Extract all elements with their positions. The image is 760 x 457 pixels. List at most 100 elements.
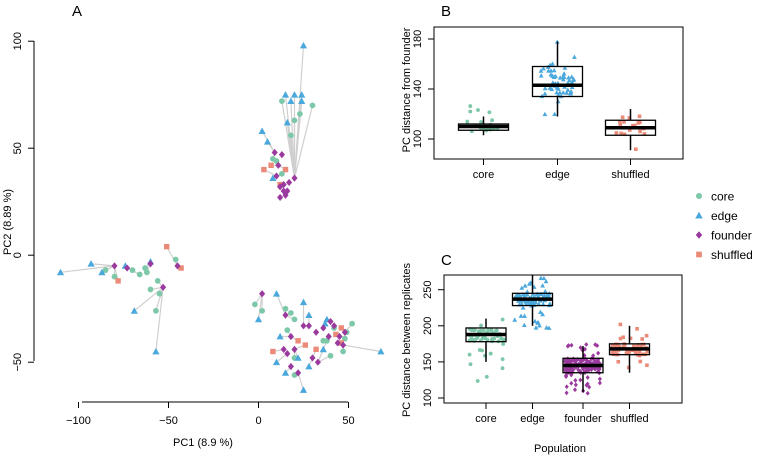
edge-replicate-point [522,313,527,318]
panel-b-y-tick-label: 100 [412,130,424,148]
founder-replicate-point [596,366,601,371]
shuffled-replicate-point [618,119,622,124]
shuffled-point [333,331,339,338]
core-replicate-point [468,109,473,114]
edge-point [299,41,308,49]
edge-replicate-point [524,292,530,297]
edge-replicate-point [571,76,577,81]
core-replicate-point [488,351,493,356]
edge-replicate-point [541,66,546,71]
core-point [136,271,143,278]
shuffled-replicate-point [618,322,623,327]
edge-replicate-point [557,75,563,80]
panel-c-x-tick-label: core [475,413,496,425]
panel-b-boxplot: 100 140 180 core edge shuffled PC distance fr… [401,26,684,181]
founder-replicate-point [569,342,574,348]
panel-b-x-tick-label: core [473,169,494,181]
founder-point [111,262,118,270]
edge-replicate-point [538,68,544,73]
legend-founder-icon [695,231,703,239]
panel-c-boxes [465,275,651,393]
edge-point [287,97,295,104]
founder-replicate-point [563,359,568,365]
edge-replicate-point [540,283,546,288]
shuffled-replicate-point [627,128,632,132]
core-point [309,102,316,109]
founder-link [91,263,115,267]
shuffled-replicate-point [638,120,642,125]
edge-replicate-point [551,67,557,73]
panel-c-ylabel: PC distance between replicates [401,262,413,417]
panel-a-x-tick-label: −100 [66,415,91,427]
core-replicate-point [484,374,489,379]
edge-replicate-point [533,325,539,330]
edge-replicate-point [537,323,542,328]
shuffled-replicate-point [638,129,642,134]
edge-replicate-point [572,54,577,59]
edge-replicate-point [564,90,570,95]
core-replicate-point [499,336,504,341]
founder-point [287,332,294,341]
shuffled-point [268,162,274,169]
core-replicate-point [500,317,505,322]
shuffled-point [338,340,344,346]
core-replicate-point [475,379,480,383]
founder-point [277,193,284,202]
core-point [147,286,154,293]
shuffled-replicate-point [618,122,623,127]
founder-point [280,345,287,353]
founder-replicate-point [573,378,578,383]
core-point [259,307,265,314]
edge-replicate-point [519,285,525,290]
edge-replicate-point [555,92,561,97]
legend-edge-label: edge [711,209,738,223]
founder-point [147,260,154,268]
edge-replicate-point [562,65,568,70]
edge-replicate-point [568,88,574,94]
founder-point [305,322,312,330]
edge-replicate-point [543,278,549,284]
core-point [297,111,303,117]
core-replicate-point [485,337,490,342]
panel-b-boxes [457,41,657,151]
founder-replicate-point [564,373,569,378]
edge-replicate-point [548,72,554,77]
founder-point [295,369,302,377]
edge-replicate-point [548,68,554,73]
founder-link [293,105,314,179]
founder-replicate-point [586,359,591,365]
founder-replicate-point [585,381,590,387]
core-replicate-point [468,362,473,367]
core-replicate-point [487,110,492,115]
founder-point [341,328,348,336]
founder-point [300,322,307,330]
shuffled-replicate-point [621,335,626,340]
core-point [154,278,161,284]
edge-replicate-point [526,298,531,304]
founder-link [275,293,287,316]
shuffled-replicate-point [645,349,650,354]
edge-replicate-point [542,85,548,91]
core-point [349,320,355,327]
shuffled-point [302,342,308,348]
shuffled-replicate-point [645,363,649,368]
edge-point [56,268,65,276]
core-replicate-point [473,337,478,342]
core-point [279,98,285,105]
founder-link [297,372,305,391]
founder-link [155,287,164,312]
core-replicate-point [501,342,506,346]
founder-replicate-point [593,366,598,372]
founder-point [282,311,289,319]
core-replicate-point [494,329,498,333]
panel-c-label: C [441,252,452,269]
shuffled-replicate-point [616,359,621,364]
founder-point [291,174,298,182]
edge-replicate-point [552,111,558,117]
shuffled-replicate-point [626,365,631,370]
panel-a-x-tick-label: 0 [255,415,261,427]
founder-replicate-point [585,367,590,373]
core-point [288,132,294,139]
edge-replicate-point [569,74,575,79]
